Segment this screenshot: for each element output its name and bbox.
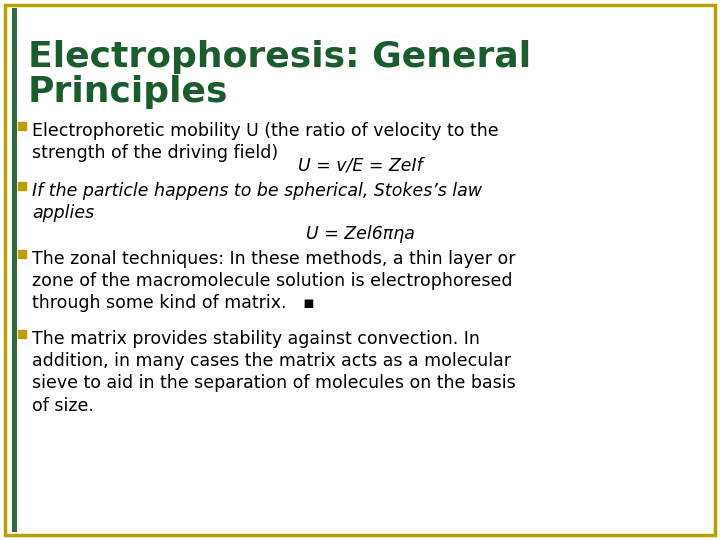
Text: Principles: Principles <box>28 75 228 109</box>
Text: Electrophoresis: General: Electrophoresis: General <box>28 40 531 74</box>
Text: U = v/E = ZeIf: U = v/E = ZeIf <box>297 157 423 175</box>
Text: Electrophoretic mobility U (the ratio of velocity to the
strength of the driving: Electrophoretic mobility U (the ratio of… <box>32 122 499 162</box>
Text: The zonal techniques: In these methods, a thin layer or
zone of the macromolecul: The zonal techniques: In these methods, … <box>32 250 516 313</box>
Text: The matrix provides stability against convection. In
addition, in many cases the: The matrix provides stability against co… <box>32 330 516 415</box>
Bar <box>12 8 17 532</box>
Text: U = Zel6πηa: U = Zel6πηa <box>305 225 415 243</box>
Text: If the particle happens to be spherical, Stokes’s law
applies: If the particle happens to be spherical,… <box>32 182 482 222</box>
